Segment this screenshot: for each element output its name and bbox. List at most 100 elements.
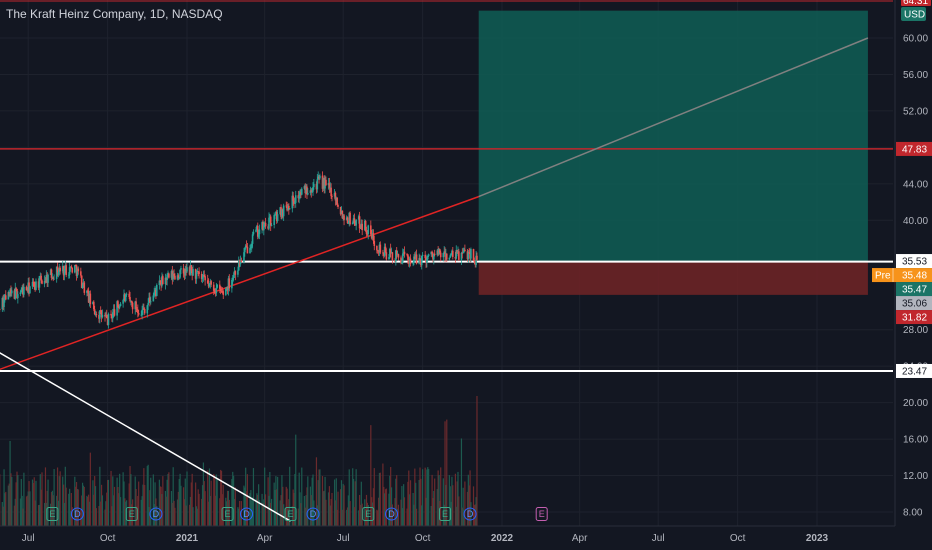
candle-body: [359, 228, 362, 230]
volume-bar: [408, 470, 410, 526]
candle-body: [352, 218, 355, 223]
dividend-icon[interactable]: [149, 507, 163, 521]
y-tick-label: 60.00: [903, 34, 928, 45]
candle-body: [426, 255, 429, 260]
volume-bar: [155, 498, 157, 526]
top-price-badge: [901, 0, 931, 6]
earnings-icon[interactable]: [284, 507, 297, 521]
volume-bar: [111, 506, 113, 526]
trend-line-3[interactable]: [0, 343, 291, 522]
dividend-icon[interactable]: [463, 507, 477, 521]
candle-body: [49, 269, 52, 275]
earnings-icon[interactable]: [221, 507, 234, 521]
candle-body: [378, 244, 381, 253]
earnings-icon[interactable]: [439, 507, 452, 521]
volume-bar: [216, 478, 218, 526]
volume-bar: [263, 499, 265, 526]
volume-bar: [39, 474, 41, 526]
earnings-icon[interactable]: [535, 507, 548, 521]
dividend-icon[interactable]: [240, 507, 254, 521]
volume-bar: [213, 473, 215, 526]
candle-body: [476, 255, 478, 260]
volume-bar: [88, 494, 90, 526]
candle-body: [74, 265, 76, 273]
dividend-icon[interactable]: [70, 507, 84, 521]
candle-body: [304, 186, 307, 194]
volume-bar: [288, 499, 290, 526]
volume-bar: [306, 487, 308, 526]
candle-body: [143, 308, 146, 314]
earnings-icon[interactable]: [362, 507, 375, 521]
candle-body: [424, 254, 426, 258]
candle-body: [335, 197, 338, 201]
candle-body: [311, 191, 313, 193]
volume-bar: [119, 497, 122, 526]
candle-body: [231, 279, 233, 289]
volume-bar: [53, 469, 55, 526]
volume-bar: [209, 495, 211, 526]
volume-bar: [384, 489, 387, 526]
volume-bar: [341, 509, 343, 526]
volume-bar: [188, 504, 191, 526]
earnings-icon[interactable]: [125, 507, 138, 521]
candle-body: [474, 261, 477, 266]
price-badge-label: 35.53: [902, 257, 927, 268]
candle-body: [255, 229, 257, 232]
volume-bar: [430, 505, 432, 526]
candle-body: [298, 196, 300, 199]
volume-bar: [88, 501, 91, 526]
position-stop-zone[interactable]: [478, 261, 868, 295]
volume-bar: [262, 502, 264, 526]
volume-bar: [365, 509, 367, 526]
earnings-icon-label: E: [129, 509, 135, 519]
volume-bar: [415, 508, 418, 526]
candle-body: [40, 275, 42, 281]
candle-body: [154, 290, 156, 292]
volume-bar: [5, 491, 7, 526]
earnings-icon[interactable]: [46, 507, 59, 521]
position-target-zone[interactable]: [478, 10, 868, 262]
volume-bar: [179, 473, 181, 526]
candle-body: [306, 186, 308, 195]
volume-bar: [270, 498, 273, 526]
currency-badge[interactable]: [901, 7, 926, 21]
candle-body: [377, 251, 380, 253]
volume-bar: [164, 490, 167, 526]
volume-bar: [234, 487, 236, 526]
candle-body: [457, 251, 459, 253]
trend-line-2[interactable]: [478, 37, 869, 198]
candle-body: [444, 251, 446, 257]
candle-body: [214, 292, 217, 294]
dividend-icon[interactable]: [385, 507, 399, 521]
candle-body: [379, 244, 382, 253]
trend-line-1[interactable]: [0, 195, 479, 376]
volume-bar: [300, 503, 302, 526]
candle-body: [182, 268, 185, 274]
candle-body: [464, 249, 466, 252]
volume-bar: [207, 470, 209, 526]
volume-bar: [331, 492, 333, 526]
volume-bar: [195, 482, 197, 526]
candle-body: [341, 210, 344, 219]
dividend-icon[interactable]: [306, 507, 320, 521]
volume-bar: [186, 471, 188, 526]
candle-body: [185, 268, 187, 272]
candle-body: [463, 249, 465, 253]
candle-body: [256, 225, 259, 237]
volume-bar: [203, 481, 205, 526]
volume-bar: [150, 477, 152, 526]
candle-body: [466, 251, 469, 260]
volume-bar: [152, 474, 154, 526]
candle-body: [206, 280, 209, 284]
volume-bar: [202, 462, 204, 526]
candle-body: [69, 266, 72, 268]
volume-bar: [28, 481, 30, 526]
candle-body: [396, 254, 399, 255]
volume-bar: [432, 498, 434, 526]
candle-body: [431, 251, 433, 254]
candle-body: [432, 253, 434, 260]
candle-body: [0, 309, 1, 310]
volume-bar: [391, 504, 393, 526]
